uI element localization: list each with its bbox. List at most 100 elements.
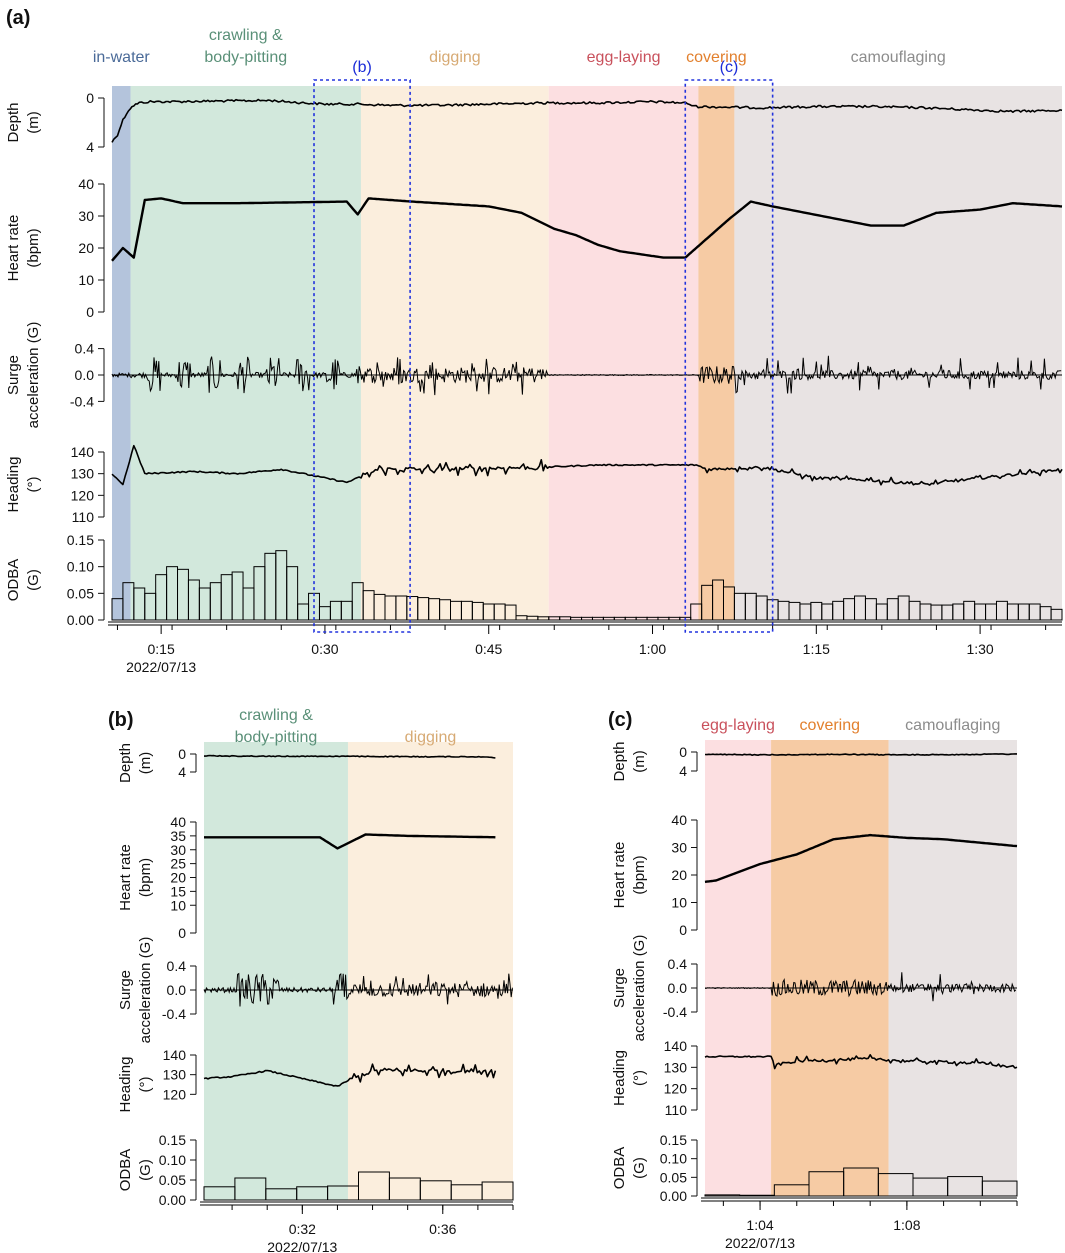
y-axis-title: ODBA (G) xyxy=(611,1147,648,1190)
y-axis-title: ODBA (G) xyxy=(5,559,42,602)
phase-label-crawling: crawling & xyxy=(209,27,283,44)
zoom-box xyxy=(684,79,774,633)
y-tick-label: 0 xyxy=(178,746,186,762)
y-tick-label: 130 xyxy=(664,1059,688,1075)
phase-band-in-water xyxy=(112,86,131,620)
y-axis-title-line: (G) xyxy=(137,1159,154,1181)
y-tick-label: 0 xyxy=(679,744,687,760)
y-tick-label: 10 xyxy=(78,272,94,288)
y-axis-title-line: ODBA xyxy=(5,559,22,602)
y-axis-title-line: Surge xyxy=(5,355,22,395)
phase-label-crawling: crawling & xyxy=(239,707,313,724)
y-axis-title-line: Heading xyxy=(117,1057,134,1113)
series-line-depth xyxy=(111,98,1063,143)
y-tick-label: 40 xyxy=(170,814,186,830)
y-axis-title: Surge acceleration (G) xyxy=(117,937,154,1044)
x-tick-label: 1:04 xyxy=(746,1217,773,1233)
x-tick-label: 0:15 xyxy=(148,641,175,657)
y-axis-title-line: Heart rate xyxy=(117,844,134,911)
y-tick-label: -0.4 xyxy=(663,1004,687,1020)
panel-label-a: (a) xyxy=(6,7,30,29)
y-axis-title: Surge acceleration (G) xyxy=(5,322,42,429)
series-line-surge xyxy=(203,972,513,1007)
y-axis-title: Depth (m) xyxy=(117,743,154,783)
y-tick-label: 0.15 xyxy=(67,532,94,548)
y-axis-title-line: Depth xyxy=(611,741,628,781)
series-line-heading xyxy=(203,1063,497,1087)
y-tick-label: 140 xyxy=(664,1038,688,1054)
y-axis-title-line: (G) xyxy=(631,1157,648,1179)
y-axis-title: Heart rate (bpm) xyxy=(611,842,648,909)
y-tick-label: 0.4 xyxy=(167,958,187,974)
zoom-box-label: (c) xyxy=(720,59,739,76)
phase-label-digging: digging xyxy=(429,49,481,66)
y-tick-label: 20 xyxy=(671,867,687,883)
x-tick-label: 1:00 xyxy=(639,641,666,657)
y-axis-title-line: acceleration (G) xyxy=(25,322,42,429)
series-line-depth xyxy=(704,753,1017,756)
x-tick-label: 0:30 xyxy=(311,641,338,657)
phase-band-crawling xyxy=(130,86,361,620)
odba-bar xyxy=(286,566,299,621)
y-axis-title: Heading (°) xyxy=(611,1050,648,1106)
y-tick-label: 110 xyxy=(665,1102,688,1118)
phase-label-in-water: in-water xyxy=(93,49,151,66)
y-axis-title-line: Surge xyxy=(117,970,134,1010)
y-tick-label: 30 xyxy=(671,840,687,856)
y-axis-title: Heading (°) xyxy=(117,1057,154,1113)
panel-label-b: (b) xyxy=(108,709,134,731)
series-line-heart xyxy=(111,197,1063,262)
y-tick-label: 4 xyxy=(86,139,94,155)
y-tick-label: 0.10 xyxy=(159,1152,186,1168)
x-date-label: 2022/07/13 xyxy=(267,1239,337,1253)
panel-b: crawling & body-pitting digging 0 4 Depth (m) 0… xyxy=(117,707,514,1253)
series-line-depth xyxy=(204,754,496,759)
y-tick-label: 0.05 xyxy=(660,1169,687,1185)
y-tick-label: -0.4 xyxy=(162,1006,186,1022)
phase-label-camouflaging: camouflaging xyxy=(851,49,946,66)
y-tick-label: 25 xyxy=(170,856,186,872)
y-axis-title-line: Heart rate xyxy=(611,842,628,909)
y-tick-label: 0.00 xyxy=(67,612,94,628)
y-axis-title-line: (G) xyxy=(25,569,42,591)
x-date-label: 2022/07/13 xyxy=(126,659,196,675)
y-tick-label: 0.05 xyxy=(159,1172,186,1188)
y-tick-label: 0.4 xyxy=(668,956,688,972)
y-axis-title: Heart rate (bpm) xyxy=(5,215,42,282)
phase-band-crawling xyxy=(204,742,348,1200)
y-axis-title-line: acceleration (G) xyxy=(631,935,648,1042)
y-axis-title: Surge acceleration (G) xyxy=(611,935,648,1042)
y-tick-label: 110 xyxy=(72,509,95,525)
y-tick-label: 10 xyxy=(671,895,687,911)
y-axis-title-line: (m) xyxy=(631,750,648,773)
odba-bar xyxy=(1050,608,1063,621)
y-tick-label: 35 xyxy=(170,828,186,844)
y-axis-title-line: (bpm) xyxy=(631,855,648,894)
x-tick-label: 0:45 xyxy=(475,641,502,657)
series-line-heading xyxy=(111,444,1063,486)
y-tick-label: 120 xyxy=(71,487,95,503)
phase-label-digging: digging xyxy=(405,729,457,746)
odba-bar xyxy=(981,1180,1018,1197)
y-tick-label: 0.00 xyxy=(159,1192,186,1208)
x-date-label: 2022/07/13 xyxy=(725,1235,795,1251)
y-axis-title-line: Depth xyxy=(5,102,22,142)
phase-band-digging xyxy=(360,86,549,620)
y-tick-label: 0 xyxy=(178,925,186,941)
y-tick-label: 140 xyxy=(71,444,95,460)
phase-label-egg-laying: egg-laying xyxy=(587,49,661,66)
y-tick-label: 0.15 xyxy=(660,1132,687,1148)
panel-a: in-water crawling & body-pitting digging egg… xyxy=(5,27,1063,675)
y-axis-title-line: acceleration (G) xyxy=(137,937,154,1044)
phase-label-camouflaging: camouflaging xyxy=(905,717,1000,734)
y-tick-label: 0.10 xyxy=(67,559,94,575)
phase-band-covering xyxy=(698,86,735,620)
phase-label-crawling: body-pitting xyxy=(235,729,318,746)
zoom-box xyxy=(313,79,411,633)
y-tick-label: 0.15 xyxy=(159,1132,186,1148)
y-tick-label: 0.05 xyxy=(67,585,94,601)
y-tick-label: -0.4 xyxy=(70,393,94,409)
x-tick-label: 1:30 xyxy=(966,641,993,657)
y-tick-label: 140 xyxy=(163,1047,187,1063)
